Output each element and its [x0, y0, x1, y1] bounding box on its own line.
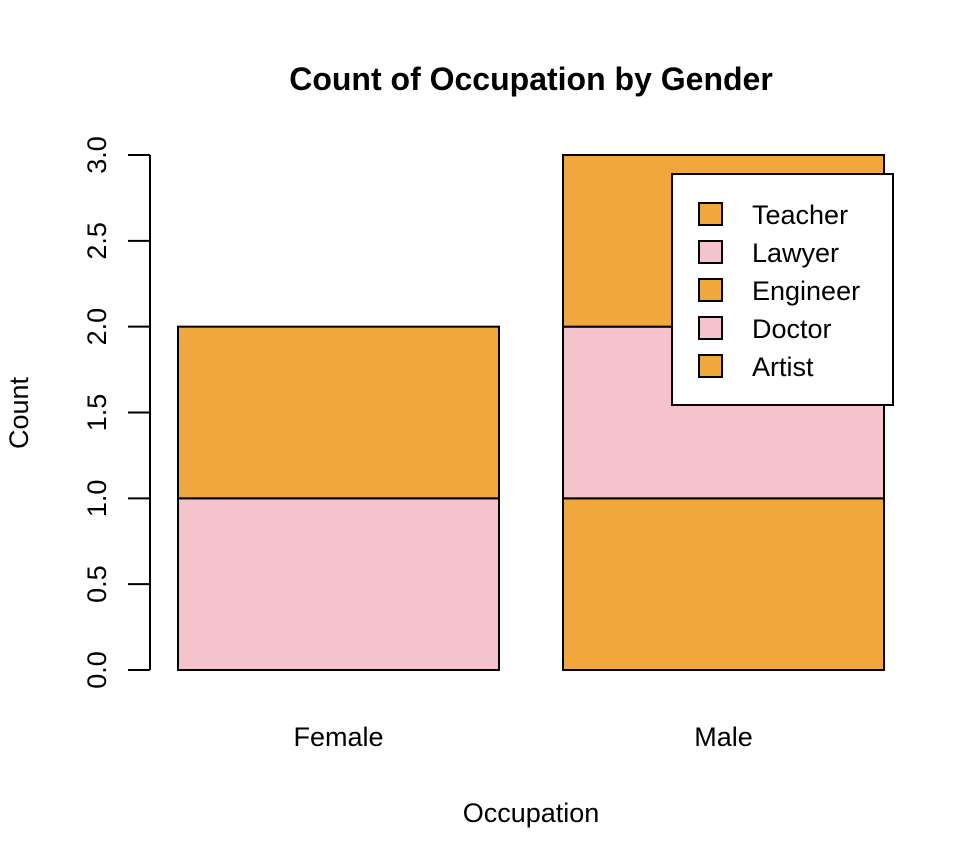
y-tick-label: 1.5 — [82, 394, 112, 432]
y-tick-label: 0.0 — [82, 651, 112, 689]
bar-segment-female-doctor — [177, 497, 500, 672]
x-axis-title: Occupation — [463, 798, 600, 828]
legend-swatch-artist — [698, 354, 723, 378]
legend-swatch-lawyer — [698, 240, 723, 264]
legend-swatch-teacher — [698, 202, 723, 226]
y-tick-label: 1.0 — [82, 480, 112, 518]
y-axis-title: Count — [4, 376, 34, 449]
legend: Teacher Lawyer Engineer Doctor Artist — [671, 173, 894, 406]
y-axis: 0.0 0.5 1.0 1.5 2.0 2.5 3.0 — [82, 136, 151, 689]
y-tick-label: 2.5 — [82, 222, 112, 260]
y-tick-label: 2.0 — [82, 308, 112, 346]
y-tick-label: 0.5 — [82, 565, 112, 603]
legend-label-doctor: Doctor — [752, 314, 832, 344]
legend-label-engineer: Engineer — [752, 276, 860, 306]
legend-label-lawyer: Lawyer — [752, 238, 839, 268]
chart-title: Count of Occupation by Gender — [289, 61, 773, 97]
x-axis-labels: Female Male — [293, 722, 752, 752]
bar-segment-male-artist — [562, 497, 885, 672]
x-tick-label-female: Female — [293, 722, 383, 752]
legend-swatch-doctor — [698, 316, 723, 340]
legend-swatch-engineer — [698, 278, 723, 302]
legend-label-teacher: Teacher — [752, 200, 848, 230]
legend-label-artist: Artist — [752, 352, 814, 382]
x-tick-label-male: Male — [694, 722, 753, 752]
bar-segment-female-engineer — [177, 325, 500, 500]
y-tick-label: 3.0 — [82, 136, 112, 174]
bars-group — [177, 154, 885, 672]
